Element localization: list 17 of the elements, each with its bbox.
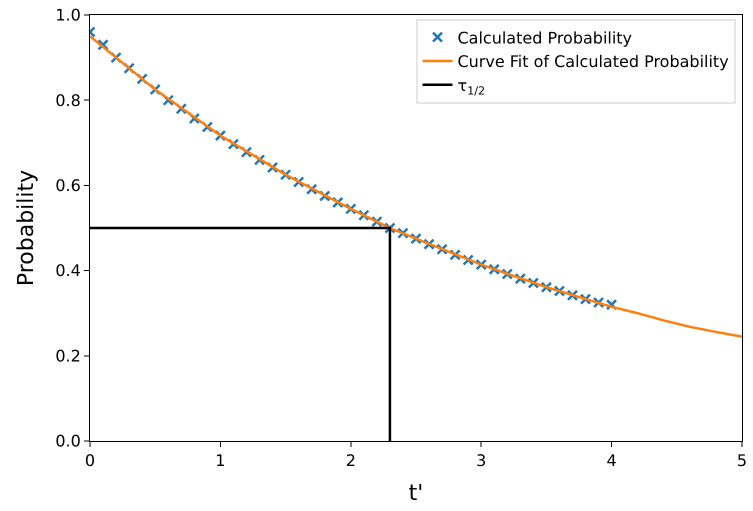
y-tick-label: 0.0 — [55, 432, 81, 451]
legend-label: Curve Fit of Calculated Probability — [457, 52, 729, 72]
legend-label: τ$_{1/2}$ — [457, 76, 486, 98]
y-tick-label: 1.0 — [55, 6, 81, 25]
x-tick-label: 1 — [215, 451, 226, 470]
y-axis-title: Probability — [14, 170, 40, 286]
legend-label: Calculated Probability — [457, 28, 632, 48]
x-tick-label: 0 — [84, 451, 96, 470]
x-tick-label: 3 — [476, 451, 486, 470]
y-tick-label: 0.4 — [55, 261, 81, 280]
y-tick-label: 0.8 — [55, 90, 81, 110]
x-tick-label: 2 — [346, 451, 356, 470]
y-tick-label: 0.6 — [55, 176, 81, 195]
x-tick-label: 4 — [606, 451, 617, 470]
x-tick-label: 5 — [736, 451, 748, 470]
x-axis-title: t' — [408, 481, 424, 506]
y-tick-label: 0.2 — [55, 346, 81, 366]
